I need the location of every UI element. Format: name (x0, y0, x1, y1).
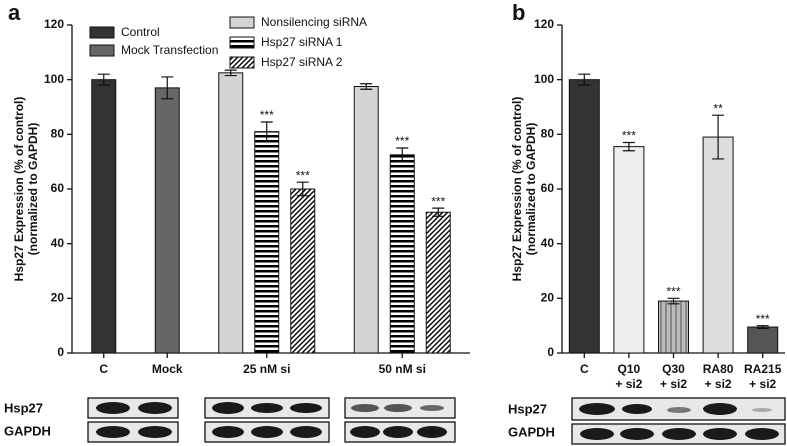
significance: *** (296, 168, 310, 182)
y-tick-label: 60 (541, 181, 555, 195)
bar (353, 86, 379, 354)
y-tick-label: 80 (51, 127, 65, 141)
y-axis-label: (normalized to GAPDH) (524, 123, 538, 256)
bar (254, 131, 280, 354)
bar (218, 72, 244, 354)
legend-label: Nonsilencing siRNA (261, 15, 367, 29)
error-bar (578, 73, 591, 86)
x-tick-label: C (580, 362, 589, 376)
panel-label: b (512, 0, 525, 25)
legend-label: Hsp27 siRNA 2 (261, 55, 343, 69)
y-tick-label: 80 (541, 127, 555, 141)
error-bar (161, 76, 174, 100)
blot-label: Hsp27 (4, 400, 43, 415)
significance: ** (713, 101, 723, 115)
significance: *** (756, 312, 770, 326)
bar (702, 136, 734, 354)
x-tick-label: C (99, 362, 108, 376)
y-tick-label: 100 (534, 72, 554, 86)
error-bar (712, 114, 725, 160)
x-tick-label: RA215 (744, 362, 782, 376)
error-bar (360, 83, 373, 90)
legend-swatch (229, 36, 255, 49)
significance: *** (395, 134, 409, 148)
x-tick-label: RA80 (703, 362, 734, 376)
y-tick-label: 40 (51, 236, 65, 250)
legend-swatch (229, 16, 255, 29)
x-tick-label: + si2 (749, 377, 776, 391)
error-bar (622, 141, 635, 152)
x-tick-label: Q10 (618, 362, 641, 376)
error-bar (260, 121, 273, 142)
x-tick-label: + si2 (705, 377, 732, 391)
blot-label: GAPDH (4, 423, 51, 438)
error-bar (97, 73, 110, 86)
legend-label: Hsp27 siRNA 1 (261, 35, 343, 49)
bar (154, 87, 180, 354)
y-tick-label: 20 (541, 291, 555, 305)
bar (568, 79, 600, 354)
y-tick-label: 120 (534, 17, 554, 31)
y-axis-label: (normalized to GAPDH) (26, 123, 40, 256)
legend-label: Mock Transfection (121, 43, 218, 57)
y-tick-label: 0 (57, 345, 64, 359)
error-bar (756, 325, 769, 329)
y-tick-label: 60 (51, 181, 65, 195)
bar (425, 211, 451, 354)
y-tick-label: 100 (44, 72, 64, 86)
x-tick-label: Q30 (662, 362, 685, 376)
y-tick-label: 120 (44, 17, 64, 31)
bar (613, 146, 645, 354)
panel-label: a (8, 0, 21, 25)
error-bar (432, 207, 445, 217)
y-axis-label: Hsp27 Expression (% of control) (510, 97, 524, 282)
x-tick-label: Mock (152, 362, 183, 376)
significance: *** (260, 108, 274, 122)
y-tick-label: 40 (541, 236, 555, 250)
legend-swatch (89, 44, 115, 57)
x-tick-label: 25 nM si (243, 362, 290, 376)
significance: *** (622, 129, 636, 143)
x-tick-label: + si2 (660, 377, 687, 391)
bar (290, 188, 316, 354)
blot-label: Hsp27 (508, 401, 547, 416)
bar (658, 300, 689, 354)
legend-swatch (229, 56, 255, 69)
significance: *** (431, 194, 445, 208)
bar (747, 326, 779, 354)
x-tick-label: + si2 (615, 377, 642, 391)
error-bar (296, 181, 309, 197)
y-axis-label: Hsp27 Expression (% of control) (12, 97, 26, 282)
blot-label: GAPDH (508, 424, 555, 439)
x-tick-label: 50 nM si (379, 362, 426, 376)
bar (389, 154, 415, 354)
y-tick-label: 20 (51, 291, 65, 305)
western-blots (87, 397, 786, 445)
legend-swatch (89, 26, 115, 39)
significance: *** (666, 285, 680, 299)
bar (91, 79, 117, 354)
y-tick-label: 0 (547, 345, 554, 359)
error-bar (667, 297, 680, 305)
legend-label: Control (121, 25, 160, 39)
error-bar (396, 147, 409, 163)
error-bar (224, 69, 237, 77)
